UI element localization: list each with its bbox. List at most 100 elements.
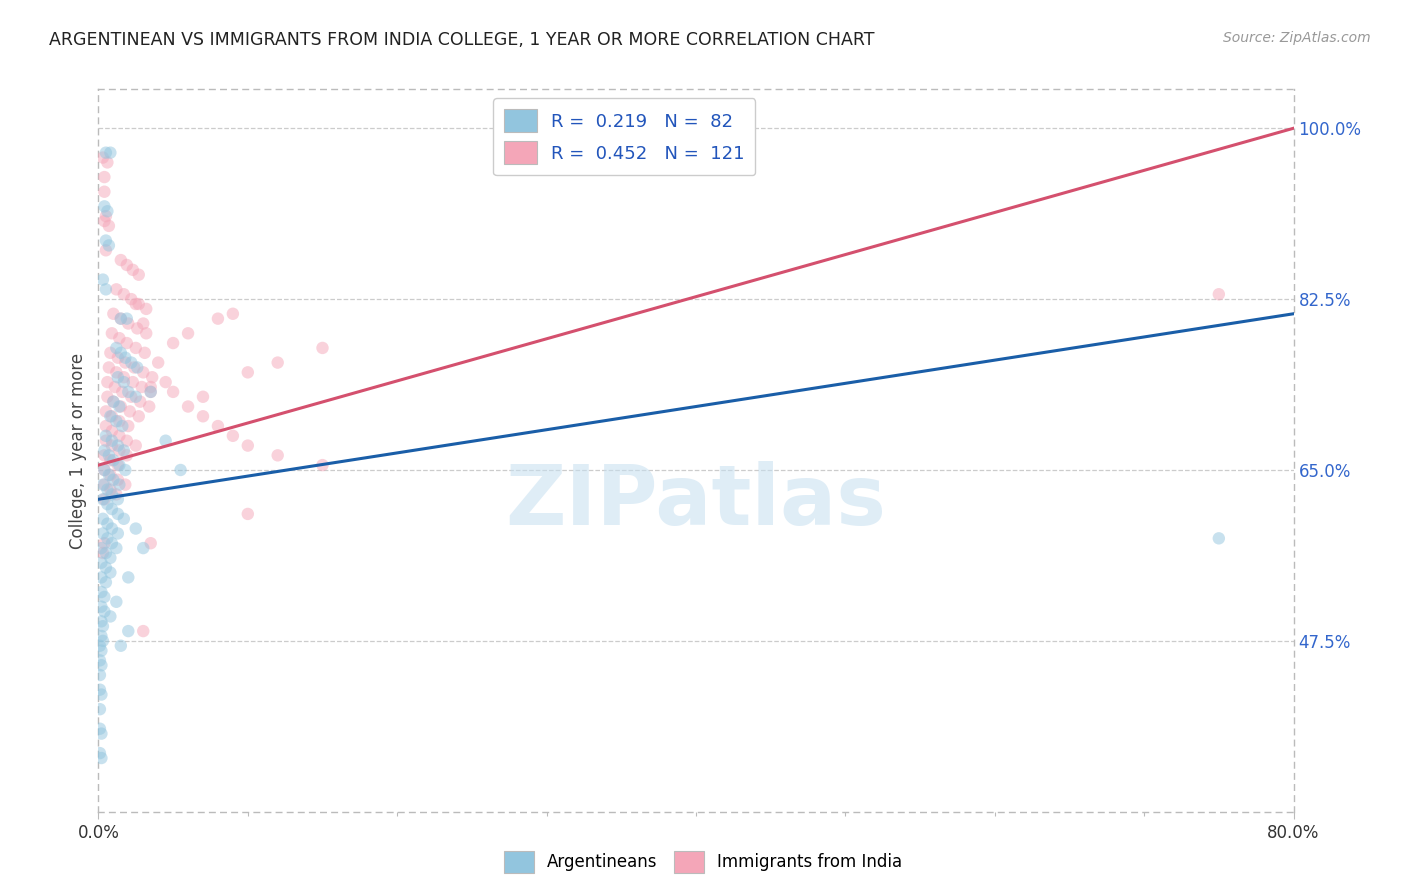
Point	[90, 643, 112, 657]
Point	[90, 556, 112, 570]
Point	[110, 400, 132, 414]
Point	[120, 390, 142, 404]
Point	[139, 536, 162, 550]
Point	[108, 477, 131, 491]
Point	[107, 473, 129, 487]
Point	[94, 546, 117, 560]
Point	[101, 409, 124, 424]
Point	[108, 414, 131, 428]
Point	[207, 311, 229, 326]
Point	[162, 336, 184, 351]
Point	[94, 145, 117, 160]
Point	[107, 351, 129, 365]
Point	[93, 448, 115, 462]
Point	[128, 409, 150, 424]
Point	[132, 317, 155, 331]
Point	[89, 722, 111, 736]
Point	[90, 541, 112, 555]
Point	[94, 429, 117, 443]
Point	[222, 307, 245, 321]
Legend: Argentineans, Immigrants from India: Argentineans, Immigrants from India	[496, 845, 910, 880]
Point	[127, 360, 149, 375]
Legend: R =  0.219   N =  82, R =  0.452   N =  121: R = 0.219 N = 82, R = 0.452 N = 121	[494, 98, 755, 176]
Point	[105, 541, 128, 555]
Point	[222, 429, 245, 443]
Point	[118, 404, 141, 418]
Point	[112, 375, 135, 389]
Point	[93, 185, 115, 199]
Point	[138, 400, 160, 414]
Point	[89, 668, 111, 682]
Point	[114, 355, 136, 369]
Point	[125, 522, 148, 536]
Point	[89, 702, 111, 716]
Point	[132, 624, 155, 639]
Point	[139, 384, 162, 399]
Point	[96, 516, 118, 531]
Point	[101, 487, 124, 501]
Point	[311, 341, 333, 355]
Point	[91, 633, 114, 648]
Point	[93, 214, 115, 228]
Point	[139, 380, 162, 394]
Point	[91, 546, 114, 560]
Point	[105, 341, 128, 355]
Point	[128, 297, 150, 311]
Point	[98, 409, 122, 424]
Point	[103, 473, 125, 487]
Point	[107, 507, 129, 521]
Point	[103, 394, 125, 409]
Point	[98, 566, 122, 580]
Point	[94, 234, 117, 248]
Point	[114, 477, 136, 491]
Point	[90, 726, 112, 740]
Point	[108, 458, 131, 472]
Point	[107, 526, 129, 541]
Point	[132, 365, 155, 379]
Point	[91, 492, 114, 507]
Point	[93, 605, 115, 619]
Point	[120, 292, 142, 306]
Point	[236, 439, 259, 453]
Point	[96, 155, 118, 169]
Point	[117, 419, 139, 434]
Point	[112, 443, 135, 458]
Point	[89, 639, 111, 653]
Point	[155, 434, 177, 448]
Y-axis label: College, 1 year or more: College, 1 year or more	[69, 352, 87, 549]
Point	[91, 272, 114, 286]
Point	[177, 400, 200, 414]
Point	[162, 384, 184, 399]
Point	[90, 658, 112, 673]
Point	[134, 346, 156, 360]
Point	[90, 599, 112, 614]
Point	[101, 434, 124, 448]
Point	[90, 629, 112, 643]
Point	[169, 463, 191, 477]
Text: ARGENTINEAN VS IMMIGRANTS FROM INDIA COLLEGE, 1 YEAR OR MORE CORRELATION CHART: ARGENTINEAN VS IMMIGRANTS FROM INDIA COL…	[49, 31, 875, 49]
Point	[107, 458, 129, 472]
Point	[101, 439, 124, 453]
Point	[91, 151, 114, 165]
Text: ZIPatlas: ZIPatlas	[506, 460, 886, 541]
Point	[96, 390, 118, 404]
Point	[155, 375, 177, 389]
Point	[91, 619, 114, 633]
Point	[103, 453, 125, 467]
Point	[115, 434, 138, 448]
Point	[191, 390, 214, 404]
Point	[94, 244, 117, 258]
Point	[117, 570, 139, 584]
Point	[105, 595, 128, 609]
Point	[94, 419, 117, 434]
Point	[93, 536, 115, 550]
Point	[110, 311, 132, 326]
Point	[236, 507, 259, 521]
Point	[125, 341, 148, 355]
Point	[121, 262, 143, 277]
Point	[139, 384, 162, 399]
Point	[107, 439, 129, 453]
Point	[97, 238, 120, 252]
Point	[125, 439, 148, 453]
Point	[131, 380, 153, 394]
